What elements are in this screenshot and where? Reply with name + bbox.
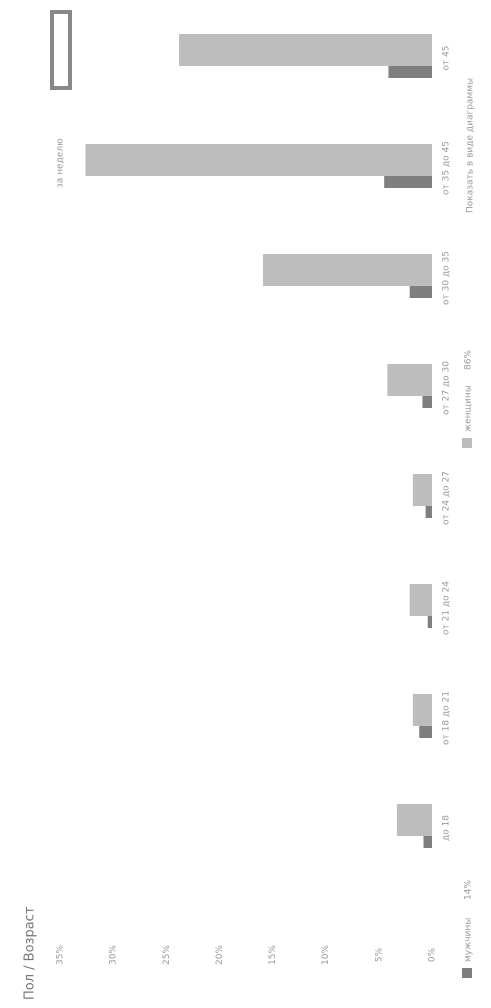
- x-tick-label: от 30 до 35: [442, 251, 452, 305]
- chart-title: Пол / Возраст: [23, 906, 38, 1000]
- bar: [425, 504, 433, 518]
- y-tick-label: 10%: [321, 945, 331, 965]
- y-tick-label: 0%: [428, 947, 438, 962]
- legend-share: 14%: [464, 880, 474, 900]
- x-tick-label: от 21 до 24: [442, 581, 452, 635]
- toggle-label: Показать в виде диаграммы: [466, 78, 476, 213]
- bar: [409, 284, 432, 298]
- legend-label: женщины: [464, 385, 474, 432]
- x-tick-label: от 35 до 45: [442, 141, 452, 195]
- bar: [396, 804, 433, 836]
- x-tick-label: от 45: [442, 45, 452, 70]
- bar: [179, 34, 432, 66]
- bar: [263, 254, 432, 286]
- bar: [423, 834, 432, 848]
- legend-swatch: [462, 968, 472, 978]
- period-label[interactable]: за неделю: [56, 138, 66, 188]
- toggle-checkbox[interactable]: [50, 10, 72, 90]
- x-tick-label: до 18: [442, 815, 452, 841]
- bar: [387, 364, 432, 396]
- y-tick-label: 35%: [56, 945, 66, 965]
- x-tick-label: от 18 до 21: [442, 691, 452, 745]
- bar: [412, 474, 432, 506]
- bar: [409, 584, 432, 616]
- y-tick-label: 15%: [268, 945, 278, 965]
- y-tick-label: 30%: [109, 945, 119, 965]
- bar: [422, 394, 433, 408]
- legend-swatch: [462, 438, 472, 448]
- y-tick-label: 5%: [374, 947, 384, 962]
- rotated-chart: Пол / Возраст Показать в виде диаграммы …: [23, 10, 476, 1000]
- legend-label: мужчины: [464, 918, 474, 962]
- bar: [412, 694, 432, 726]
- x-tick-label: от 24 до 27: [442, 471, 452, 525]
- y-tick-label: 20%: [215, 945, 225, 965]
- legend-share: 86%: [464, 350, 474, 370]
- y-tick-label: 25%: [162, 945, 172, 965]
- bar: [384, 174, 432, 188]
- x-tick-label: от 27 до 30: [442, 361, 452, 415]
- bar: [427, 614, 432, 628]
- bar: [85, 144, 432, 176]
- bar: [388, 64, 432, 78]
- bar: [419, 724, 433, 738]
